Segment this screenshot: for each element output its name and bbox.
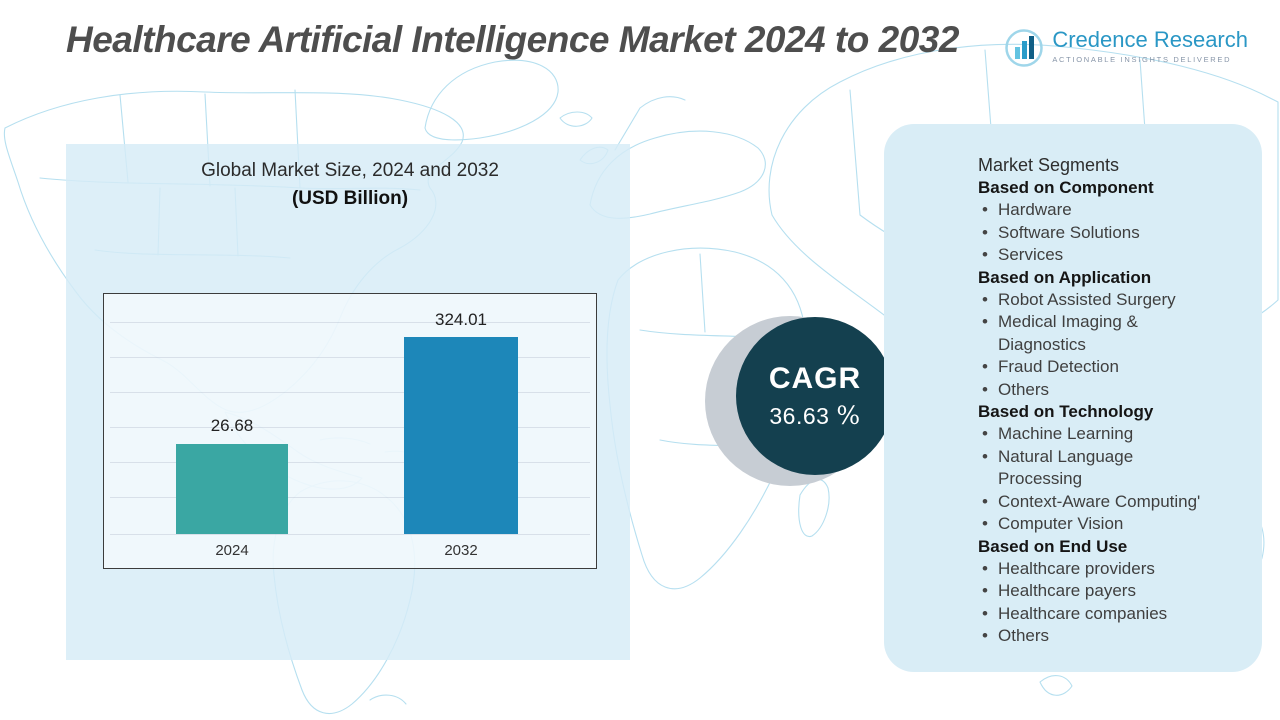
segment-item: Natural Language Processing bbox=[978, 446, 1218, 491]
segment-item: Others bbox=[978, 379, 1218, 402]
segment-item: Hardware bbox=[978, 199, 1218, 222]
gridline bbox=[110, 462, 590, 463]
bar-chart-logo-icon bbox=[1004, 28, 1044, 73]
gridline bbox=[110, 427, 590, 428]
market-segments-panel: Market Segments Based on Component Hardw… bbox=[884, 124, 1262, 672]
segment-item: Context-Aware Computing' bbox=[978, 491, 1218, 514]
bar-2032 bbox=[404, 337, 518, 534]
cagr-badge: CAGR 36.63 % bbox=[736, 317, 894, 475]
bar-chart: 26.68 324.01 2024 2032 bbox=[103, 293, 597, 569]
bar-value-2024: 26.68 bbox=[210, 416, 254, 435]
market-size-panel: Global Market Size, 2024 and 2032 (USD B… bbox=[66, 144, 630, 660]
segment-list-component: Hardware Software Solutions Services bbox=[978, 199, 1248, 267]
segment-item: Healthcare providers bbox=[978, 558, 1218, 581]
cagr-percent-sign: % bbox=[836, 401, 861, 430]
bar-2024 bbox=[176, 444, 288, 534]
logo-tagline: Actionable Insights Delivered bbox=[1052, 55, 1232, 65]
page-title: Healthcare Artificial Intelligence Marke… bbox=[66, 19, 959, 60]
segment-item: Fraud Detection bbox=[978, 356, 1218, 379]
segment-list-technology: Machine Learning Natural Language Proces… bbox=[978, 423, 1248, 535]
chart-title: Global Market Size, 2024 and 2032 bbox=[201, 160, 499, 181]
segment-item: Healthcare payers bbox=[978, 580, 1218, 603]
segment-item: Robot Assisted Surgery bbox=[978, 289, 1218, 312]
segment-heading-technology: Based on Technology bbox=[978, 402, 1154, 422]
credence-research-logo: Credence Research Actionable Insights De… bbox=[1004, 27, 1248, 73]
segment-item: Computer Vision bbox=[978, 513, 1218, 536]
gridline bbox=[110, 392, 590, 393]
gridline bbox=[110, 534, 590, 535]
segment-heading-component: Based on Component bbox=[978, 178, 1154, 197]
cagr-value-number: 36.63 bbox=[769, 403, 830, 429]
segment-list-application: Robot Assisted Surgery Medical Imaging &… bbox=[978, 289, 1248, 401]
segment-heading-application: Based on Application bbox=[978, 267, 1152, 287]
x-axis-label-2024: 2024 bbox=[215, 542, 249, 559]
segment-item: Healthcare companies bbox=[978, 603, 1218, 626]
segment-item: Services bbox=[978, 244, 1218, 267]
segment-heading-end-use: Based on End Use bbox=[978, 536, 1128, 556]
cagr-value: 36.63 % bbox=[769, 401, 860, 430]
gridline bbox=[110, 497, 590, 498]
segment-item: Software Solutions bbox=[978, 222, 1218, 245]
gridline bbox=[110, 322, 590, 323]
x-axis-label-2032: 2032 bbox=[444, 542, 478, 559]
gridline bbox=[110, 357, 590, 358]
segment-list-end-use: Healthcare providers Healthcare payers H… bbox=[978, 558, 1248, 648]
segments-title: Market Segments bbox=[978, 155, 1120, 175]
logo-name: Credence Research bbox=[1052, 27, 1248, 52]
chart-subtitle: (USD Billion) bbox=[291, 188, 409, 209]
cagr-label: CAGR bbox=[768, 362, 862, 395]
bar-value-2032: 324.01 bbox=[435, 310, 487, 329]
segment-item: Medical Imaging & Diagnostics bbox=[978, 311, 1218, 356]
segment-item: Machine Learning bbox=[978, 423, 1218, 446]
segment-item: Others bbox=[978, 625, 1218, 648]
